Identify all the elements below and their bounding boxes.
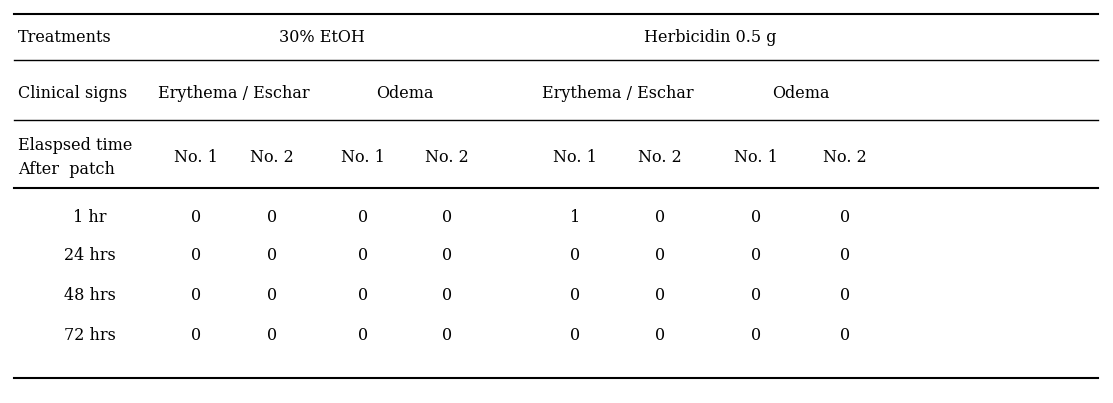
Text: 0: 0 bbox=[840, 247, 850, 264]
Text: 0: 0 bbox=[751, 326, 761, 343]
Text: 1: 1 bbox=[570, 210, 580, 226]
Text: Treatments: Treatments bbox=[18, 29, 111, 46]
Text: 0: 0 bbox=[570, 326, 580, 343]
Text: 0: 0 bbox=[267, 326, 277, 343]
Text: After  patch: After patch bbox=[18, 162, 115, 179]
Text: 0: 0 bbox=[570, 247, 580, 264]
Text: 0: 0 bbox=[191, 287, 201, 303]
Text: No. 2: No. 2 bbox=[250, 148, 294, 166]
Text: No. 2: No. 2 bbox=[425, 148, 469, 166]
Text: 0: 0 bbox=[442, 210, 452, 226]
Text: 24 hrs: 24 hrs bbox=[65, 247, 116, 264]
Text: 30% EtOH: 30% EtOH bbox=[278, 29, 364, 46]
Text: No. 2: No. 2 bbox=[638, 148, 682, 166]
Text: 0: 0 bbox=[654, 326, 666, 343]
Text: 0: 0 bbox=[191, 326, 201, 343]
Text: Odema: Odema bbox=[771, 85, 829, 102]
Text: 72 hrs: 72 hrs bbox=[65, 326, 116, 343]
Text: 0: 0 bbox=[840, 287, 850, 303]
Text: 0: 0 bbox=[840, 210, 850, 226]
Text: No. 2: No. 2 bbox=[824, 148, 867, 166]
Text: 0: 0 bbox=[442, 287, 452, 303]
Text: 0: 0 bbox=[267, 247, 277, 264]
Text: 0: 0 bbox=[267, 287, 277, 303]
Text: 0: 0 bbox=[840, 326, 850, 343]
Text: 0: 0 bbox=[570, 287, 580, 303]
Text: 0: 0 bbox=[751, 287, 761, 303]
Text: No. 1: No. 1 bbox=[553, 148, 597, 166]
Text: Clinical signs: Clinical signs bbox=[18, 85, 127, 102]
Text: Elaspsed time: Elaspsed time bbox=[18, 137, 132, 154]
Text: Odema: Odema bbox=[376, 85, 434, 102]
Text: 0: 0 bbox=[442, 247, 452, 264]
Text: 0: 0 bbox=[191, 247, 201, 264]
Text: 0: 0 bbox=[654, 210, 666, 226]
Text: Herbicidin 0.5 g: Herbicidin 0.5 g bbox=[643, 29, 776, 46]
Text: 0: 0 bbox=[654, 287, 666, 303]
Text: No. 1: No. 1 bbox=[735, 148, 778, 166]
Text: 0: 0 bbox=[654, 247, 666, 264]
Text: 48 hrs: 48 hrs bbox=[65, 287, 116, 303]
Text: 0: 0 bbox=[751, 247, 761, 264]
Text: 0: 0 bbox=[358, 326, 368, 343]
Text: Erythema / Eschar: Erythema / Eschar bbox=[542, 85, 693, 102]
Text: No. 1: No. 1 bbox=[174, 148, 218, 166]
Text: 0: 0 bbox=[191, 210, 201, 226]
Text: 0: 0 bbox=[751, 210, 761, 226]
Text: 0: 0 bbox=[358, 210, 368, 226]
Text: 1 hr: 1 hr bbox=[73, 210, 107, 226]
Text: No. 1: No. 1 bbox=[341, 148, 385, 166]
Text: 0: 0 bbox=[358, 287, 368, 303]
Text: 0: 0 bbox=[267, 210, 277, 226]
Text: 0: 0 bbox=[442, 326, 452, 343]
Text: 0: 0 bbox=[358, 247, 368, 264]
Text: Erythema / Eschar: Erythema / Eschar bbox=[158, 85, 309, 102]
